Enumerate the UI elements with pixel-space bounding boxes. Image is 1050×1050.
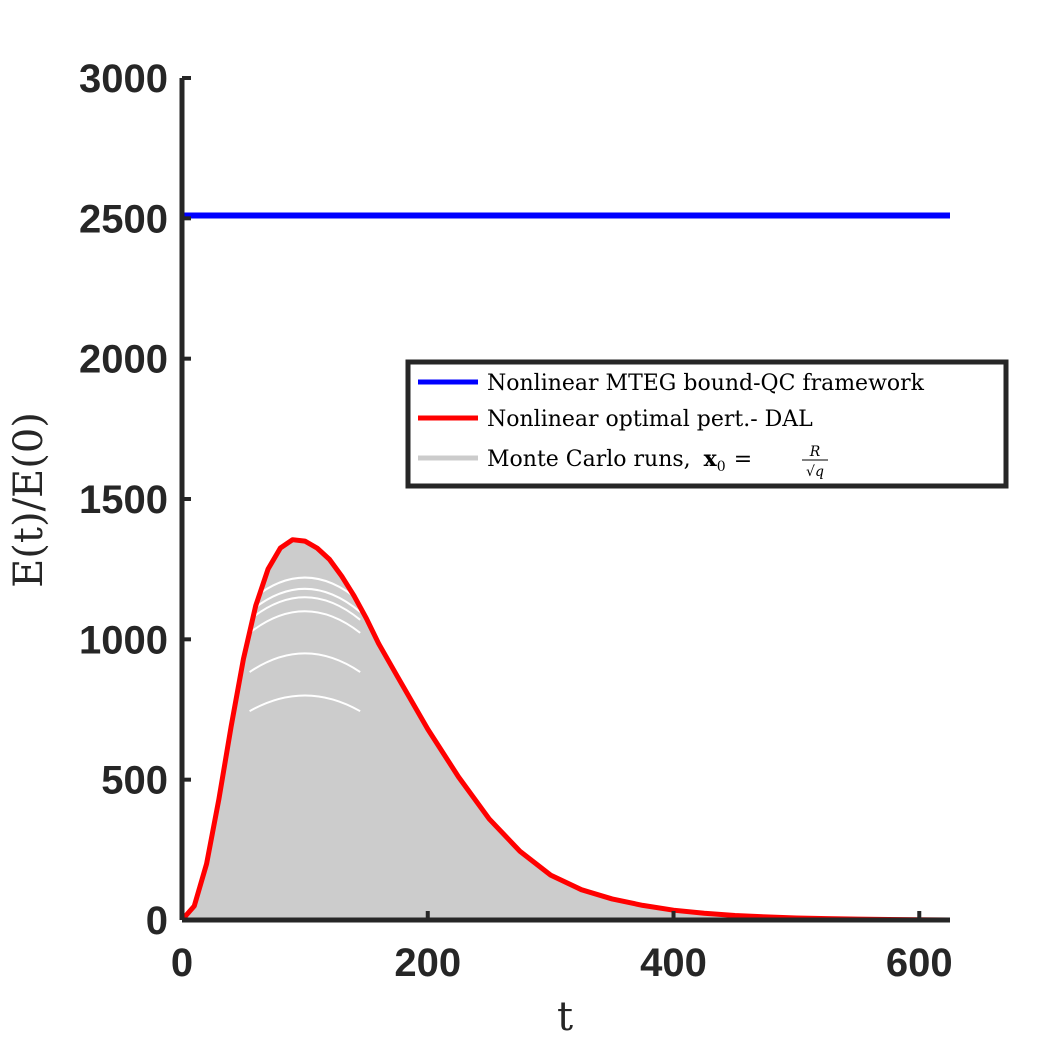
legend-box [405, 359, 1009, 489]
legend: Nonlinear MTEG bound-QC framework Nonlin… [405, 359, 1009, 489]
series-line-dal [180, 537, 951, 923]
legend-fraction: R √q [802, 444, 828, 480]
y-tick-label: 0 [146, 899, 168, 943]
monte-carlo-run-2 [249, 652, 361, 673]
x-axis: 0 200 400 600 [171, 911, 953, 985]
legend-entry-monte-carlo: Monte Carlo runs, x0 = R √q [418, 444, 828, 480]
fraction-denominator: √q [806, 464, 824, 480]
legend-label-dal: Nonlinear optimal pert.- DAL [487, 407, 813, 432]
x-tick-label: 600 [886, 941, 953, 985]
legend-label-mteg: Nonlinear MTEG bound-QC framework [487, 371, 925, 396]
monte-carlo-run-4 [248, 596, 361, 621]
legend-entry-mteg: Nonlinear MTEG bound-QC framework [418, 371, 925, 396]
y-axis: 0 500 1000 1500 2000 2500 3000 [79, 57, 191, 943]
plot-area [180, 212, 951, 923]
y-tick-label: 1000 [79, 618, 168, 662]
y-axis-title: E(t)/E(0) [6, 412, 52, 588]
x-tick-label: 200 [394, 941, 461, 985]
monte-carlo-run-5 [248, 587, 361, 613]
legend-label-monte-carlo: Monte Carlo runs, x0 = [487, 446, 752, 475]
y-tick-label: 2500 [79, 197, 168, 241]
y-tick-label: 2000 [79, 338, 168, 382]
y-tick-label: 1500 [79, 478, 168, 522]
y-tick-label: 3000 [79, 57, 168, 101]
legend-entry-dal: Nonlinear optimal pert.- DAL [418, 407, 813, 432]
x-tick-label: 0 [171, 941, 193, 985]
x-tick-label: 400 [640, 941, 707, 985]
monte-carlo-run-3 [248, 610, 361, 634]
y-tick-label: 500 [101, 759, 168, 803]
fraction-numerator: R [809, 444, 821, 460]
x-axis-title: t [557, 994, 573, 1040]
monte-carlo-run-1 [249, 694, 361, 713]
